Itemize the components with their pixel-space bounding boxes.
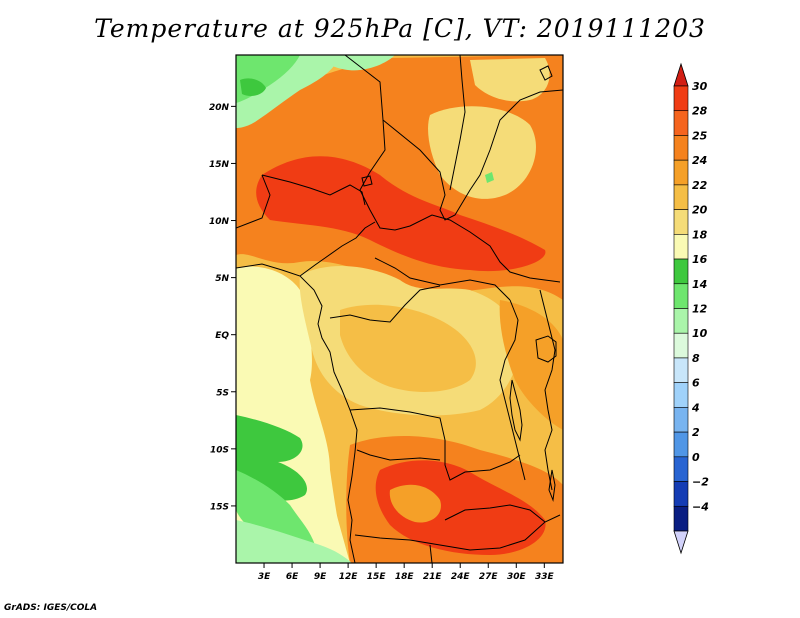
longitude-axis: 3E 6E 9E 12E 15E 18E 21E 24E 27E 30E 33E xyxy=(258,563,555,582)
colorbar-label: 30 xyxy=(692,80,708,93)
field-east-pale xyxy=(470,58,550,102)
lat-tick-label: 20N xyxy=(209,103,230,113)
colorbar-label: 22 xyxy=(692,179,708,192)
colorbar-label: 0 xyxy=(692,451,700,464)
colorbar-swatch xyxy=(673,209,689,235)
border-congo xyxy=(329,285,441,323)
colorbar-label: −4 xyxy=(692,500,709,513)
colorbar-label: 25 xyxy=(692,129,708,142)
lat-tick-label: 15S xyxy=(210,502,229,512)
border-chad xyxy=(382,89,563,221)
map-frame xyxy=(235,54,564,564)
border-zambia xyxy=(444,504,546,523)
colorbar-label: 16 xyxy=(692,253,708,266)
colorbar-swatch xyxy=(673,332,689,359)
nile-red-sea-coast xyxy=(539,65,553,81)
field-sahara-green-spot xyxy=(485,172,494,183)
field-central-mild xyxy=(340,304,476,392)
border-west xyxy=(236,174,271,229)
lon-tick-label: 33E xyxy=(535,572,555,582)
colorbar-swatch xyxy=(673,456,689,482)
colorbar-label: 4 xyxy=(691,401,700,414)
lon-tick-label: 3E xyxy=(258,572,271,582)
lon-tick-label: 21E xyxy=(423,572,443,582)
border-angola xyxy=(356,449,441,461)
colorbar-swatch xyxy=(673,357,689,383)
lon-tick-label: 30E xyxy=(507,572,527,582)
lon-tick-label: 24E xyxy=(451,572,471,582)
field-south-hot xyxy=(375,460,546,555)
temperature-field xyxy=(236,55,563,563)
lat-tick-label: 10S xyxy=(210,445,229,455)
colorbar-label: 12 xyxy=(692,303,708,316)
colorbar-swatch xyxy=(673,505,689,532)
border-drc-east xyxy=(499,299,526,481)
colorbar-label: 20 xyxy=(692,204,708,217)
field-sahara-pale xyxy=(428,106,536,199)
colorbar-label: 10 xyxy=(692,327,708,340)
lat-tick-label: 15N xyxy=(209,160,230,170)
border-niger-nigeria xyxy=(261,174,366,206)
lake-victoria xyxy=(535,335,557,363)
colorbar-swatch xyxy=(673,431,689,458)
field-southwest-palegreen xyxy=(236,520,352,563)
colorbar-label: 18 xyxy=(692,228,708,241)
colorbar-swatch xyxy=(673,85,689,112)
border-sudan xyxy=(449,55,466,191)
colorbar-label: 28 xyxy=(692,105,708,118)
borders xyxy=(236,55,563,563)
lat-tick-label: EQ xyxy=(215,331,229,341)
border-sahara xyxy=(344,55,561,283)
lake-chad xyxy=(361,175,373,187)
field-northwest-deepgreen xyxy=(240,78,266,96)
lat-tick-label: 5N xyxy=(215,274,229,284)
colorbar-min-arrow xyxy=(673,530,689,555)
colorbar-swatch xyxy=(673,110,689,136)
colorbar-swatch xyxy=(673,258,689,285)
border-south xyxy=(354,514,561,551)
colorbar-swatch xyxy=(673,407,689,433)
lon-tick-label: 15E xyxy=(367,572,387,582)
colorbar-label: 8 xyxy=(692,352,700,365)
colorbar-label: 24 xyxy=(692,154,707,167)
colorbar-swatch xyxy=(673,382,689,408)
lat-tick-label: 5S xyxy=(216,388,229,398)
lake-tanganyika xyxy=(509,379,523,442)
border-car xyxy=(374,257,511,301)
map-title: Temperature at 925hPa [C], VT: 201911120… xyxy=(94,14,706,43)
lat-tick-label: 10N xyxy=(209,217,230,227)
border-drc-south xyxy=(349,407,521,481)
lake-malawi xyxy=(548,469,556,502)
grads-credit: GrADS: IGES/COLA xyxy=(4,603,98,613)
lon-tick-label: 27E xyxy=(479,572,499,582)
border-namibia xyxy=(429,544,433,563)
colorbar-swatch xyxy=(673,135,689,161)
lon-tick-label: 9E xyxy=(314,572,327,582)
field-north-hot xyxy=(256,156,546,272)
lon-tick-label: 6E xyxy=(286,572,299,582)
colorbar-label: 6 xyxy=(692,377,700,390)
border-cameroon xyxy=(299,221,376,277)
colorbar-swatch xyxy=(673,159,689,186)
colorbar-swatch xyxy=(673,481,689,507)
border-east-lakes xyxy=(539,289,556,491)
latitude-axis: 20N 15N 10N 5N EQ 5S 10S 15S xyxy=(209,103,236,512)
colorbar-swatch xyxy=(673,184,689,210)
field-lakes-mild xyxy=(499,300,563,430)
lon-tick-label: 18E xyxy=(395,572,415,582)
field-south-mild xyxy=(389,484,441,523)
colorbar-swatch xyxy=(673,283,689,309)
colorbar-label: 2 xyxy=(692,426,700,439)
colorbar-label: −2 xyxy=(692,476,709,489)
colorbar-label: 14 xyxy=(692,278,707,291)
colorbar-max-arrow xyxy=(673,62,689,87)
lon-tick-label: 12E xyxy=(339,572,359,582)
colorbar-swatch xyxy=(673,308,689,334)
field-north-palegreen xyxy=(320,55,395,71)
colorbar-swatch xyxy=(673,234,689,260)
